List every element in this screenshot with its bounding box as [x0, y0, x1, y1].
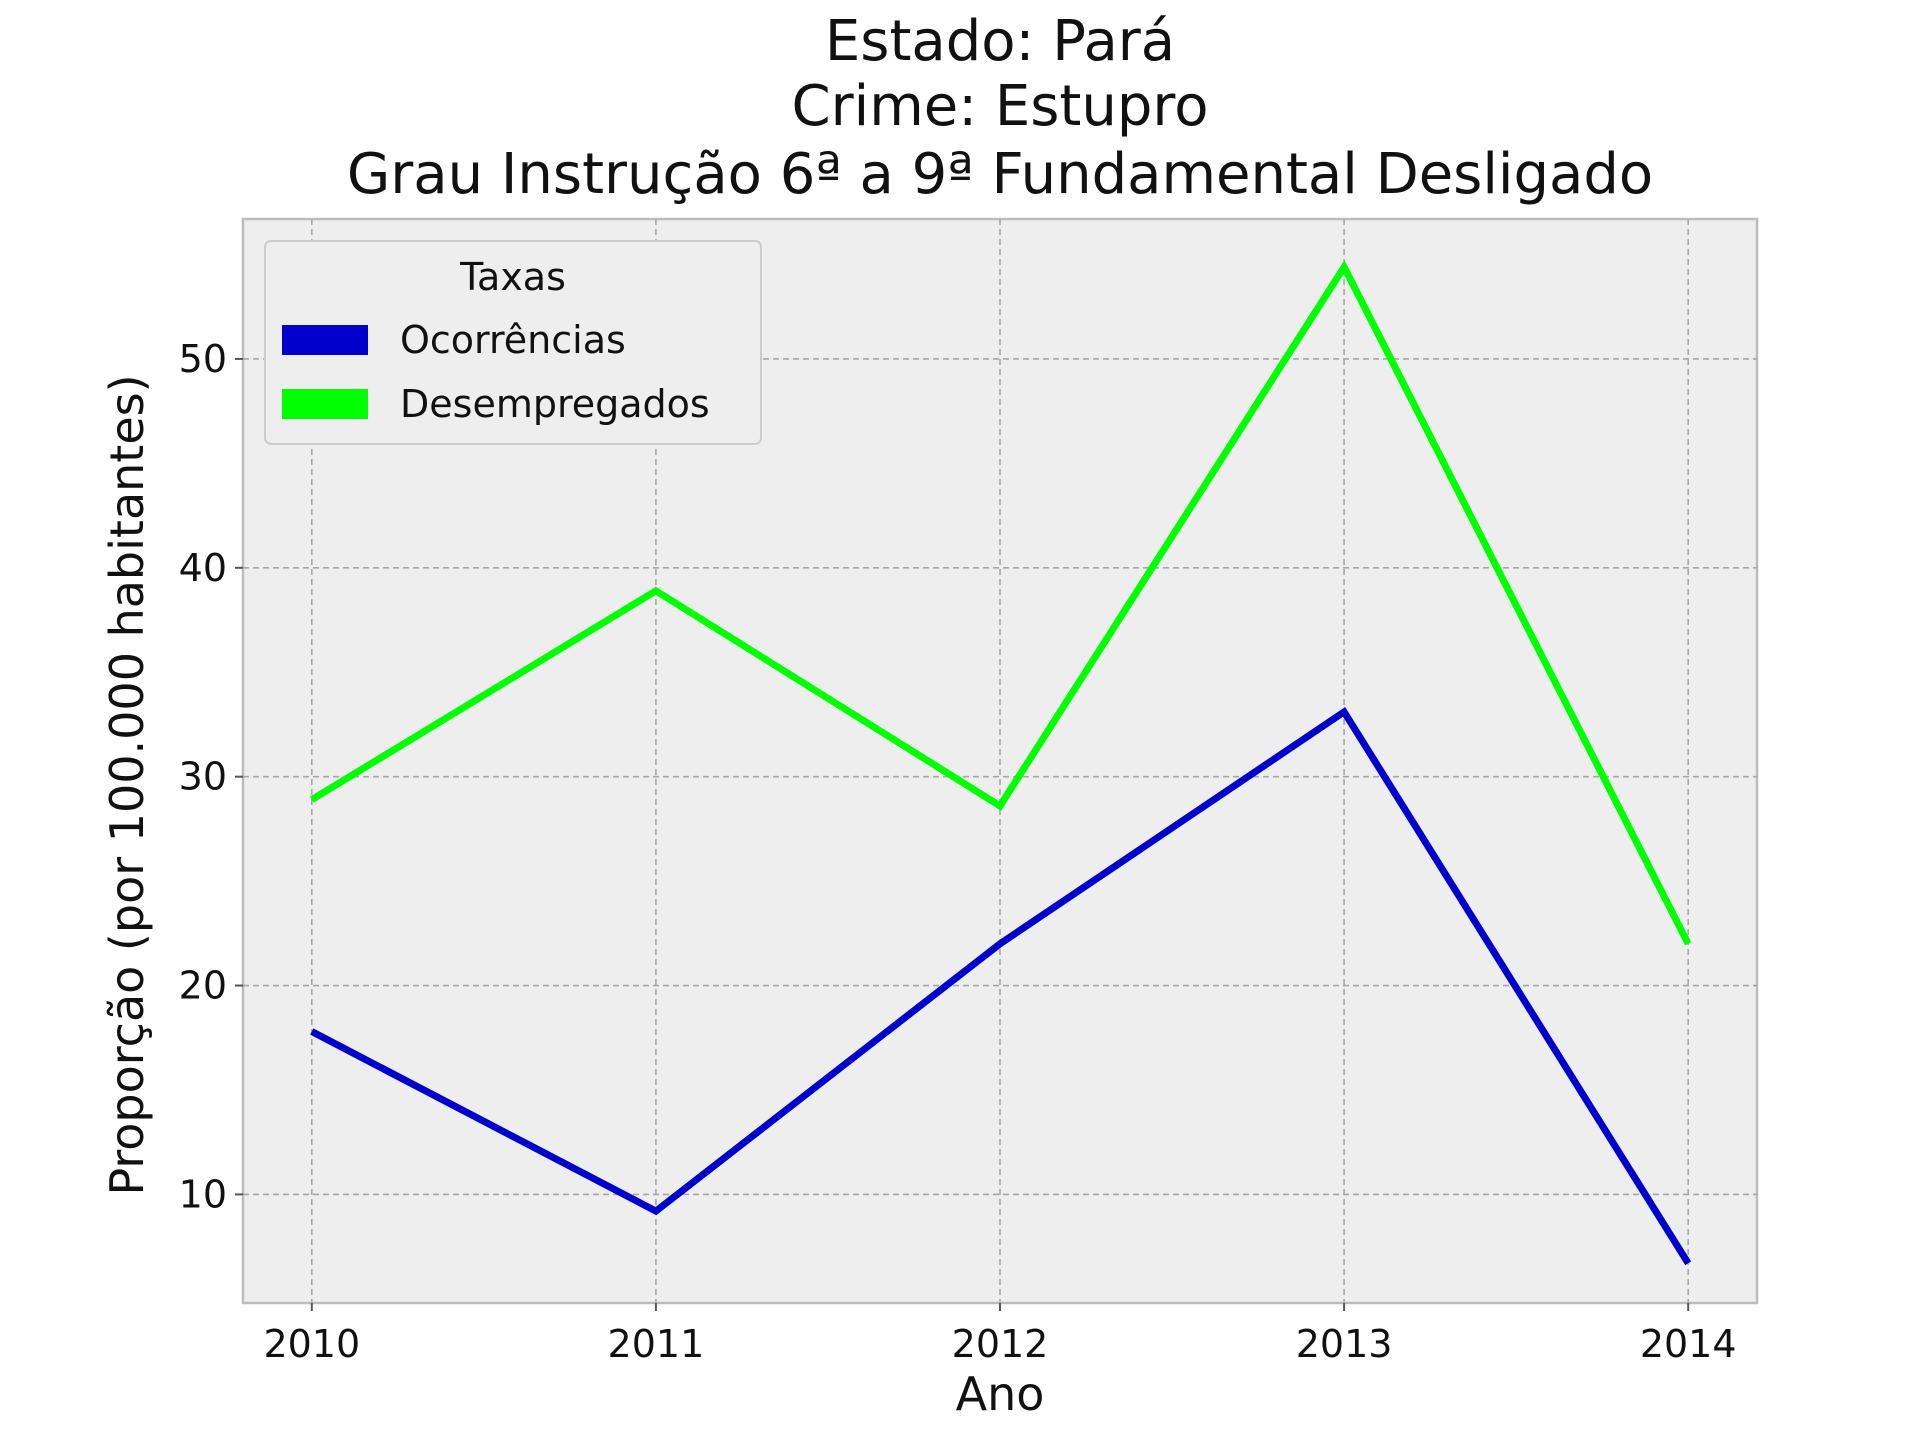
y-tick-label: 40 — [179, 546, 227, 590]
title-line: Estado: Pará — [825, 9, 1175, 74]
legend-swatch-1 — [282, 389, 368, 419]
series-line-1 — [309, 259, 1692, 946]
x-tick-label: 2013 — [1296, 1322, 1393, 1366]
y-tick-label: 30 — [179, 755, 227, 799]
x-tick-label: 2012 — [952, 1322, 1049, 1366]
legend: Taxas Ocorrências Desempregados — [264, 240, 762, 445]
legend-label-0: Ocorrências — [400, 318, 626, 362]
y-tick-label: 20 — [179, 964, 227, 1008]
x-axis-ticks: 2010 2011 2012 2013 2014 — [263, 1303, 1737, 1366]
legend-label-1: Desempregados — [400, 382, 710, 426]
series-lines — [309, 259, 1692, 1266]
y-axis-ticks: 10 20 30 40 50 — [179, 337, 243, 1216]
legend-title: Taxas — [459, 255, 566, 299]
y-axis-label: Proporção (por 100.000 habitantes) — [100, 374, 154, 1195]
x-axis-label: Ano — [956, 1367, 1045, 1421]
x-tick-label: 2014 — [1640, 1322, 1737, 1366]
title-line: Crime: Estupro — [792, 74, 1209, 139]
y-tick-label: 10 — [179, 1172, 227, 1216]
title-line: Grau Instrução 6ª a 9ª Fundamental Desli… — [347, 142, 1653, 207]
x-tick-label: 2010 — [263, 1322, 360, 1366]
series-line-0 — [310, 706, 1692, 1266]
x-tick-label: 2011 — [608, 1322, 705, 1366]
legend-box — [264, 240, 762, 445]
legend-swatch-0 — [282, 325, 368, 355]
y-tick-label: 50 — [179, 337, 227, 381]
